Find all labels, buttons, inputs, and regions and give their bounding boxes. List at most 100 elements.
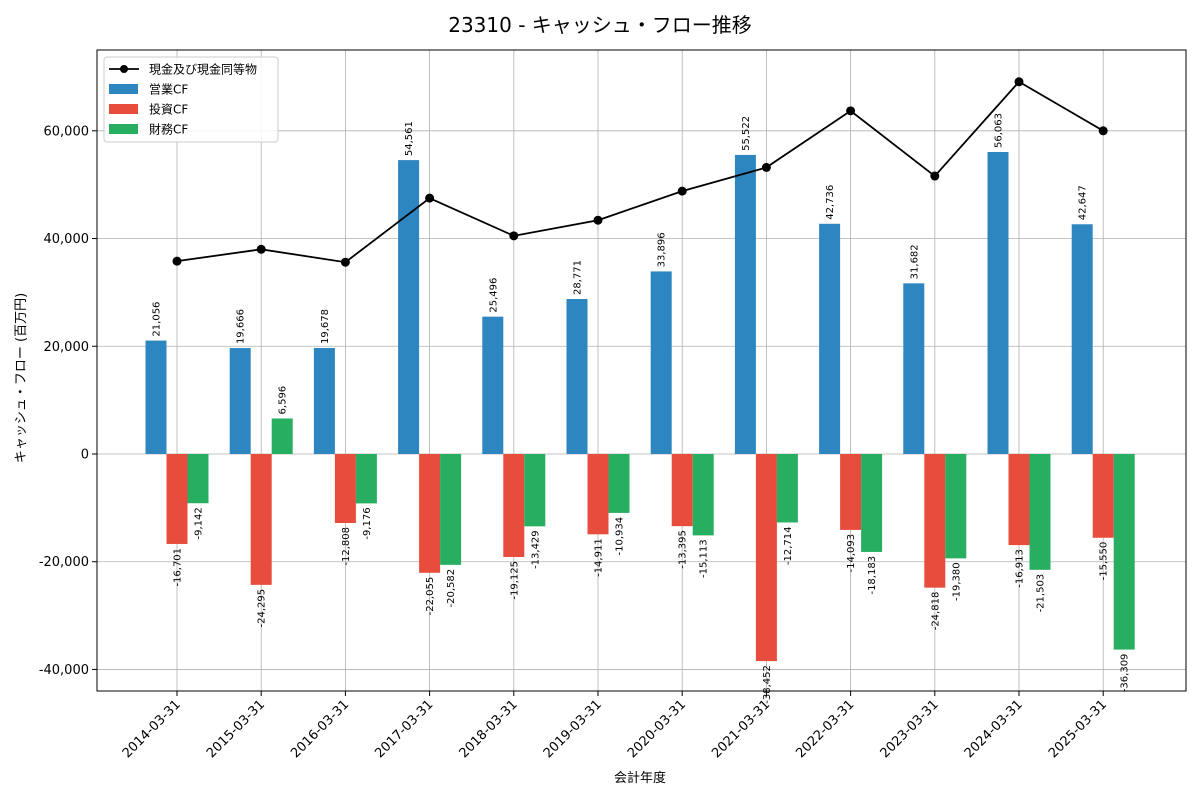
cash-line-point (846, 106, 856, 116)
bar-2-7 (776, 453, 798, 523)
bar-value-label: 42,736 (825, 185, 836, 220)
cash-line-point (593, 215, 603, 225)
bar-value-label: -15,550 (1099, 542, 1110, 581)
bar-value-label: 31,682 (909, 244, 920, 279)
bar-1-6 (671, 453, 693, 527)
bar-0-0 (145, 340, 167, 454)
bars (145, 152, 1135, 662)
bar-2-9 (945, 453, 967, 559)
cash-line-path (176, 80, 1104, 264)
bar-0-10 (987, 152, 1009, 454)
bar-value-label: 6,596 (278, 386, 289, 415)
bar-0-8 (819, 223, 841, 454)
cash-line-point (761, 162, 771, 172)
bar-1-4 (503, 453, 525, 558)
y-tick-label: 0 (81, 447, 89, 462)
bar-0-2 (313, 347, 335, 454)
bar-1-10 (1008, 453, 1030, 546)
bar-2-3 (440, 453, 462, 565)
bar-2-1 (271, 418, 293, 454)
bar-value-label: -22,055 (425, 577, 436, 616)
bar-value-label: -10,934 (615, 517, 626, 556)
bar-value-label: -9,142 (194, 507, 205, 539)
bar-0-11 (1071, 224, 1093, 454)
bar-value-label: -21,503 (1036, 574, 1047, 613)
legend-bar-swatch (109, 84, 138, 94)
bar-2-0 (187, 453, 209, 504)
cash-line-point (256, 244, 266, 254)
bar-value-label: 19,666 (236, 309, 247, 344)
bar-value-label: -19,380 (951, 562, 962, 601)
bar-value-label: -36,309 (1120, 654, 1131, 693)
cash-line-point (677, 186, 687, 196)
bar-value-label: -38,452 (762, 665, 773, 704)
bar-value-label: -12,808 (341, 527, 352, 566)
bar-1-11 (1092, 453, 1114, 538)
cash-line-point (930, 171, 940, 181)
bar-0-6 (650, 271, 672, 454)
bar-0-5 (566, 299, 588, 454)
legend-label: 営業CF (149, 83, 188, 97)
bar-1-9 (924, 453, 946, 588)
legend-label: 財務CF (149, 122, 188, 137)
bar-value-label: -24,295 (257, 589, 268, 628)
bar-value-label: -20,582 (446, 569, 457, 608)
bar-value-label: 19,678 (320, 309, 331, 344)
bar-value-label: 42,647 (1078, 185, 1089, 220)
bar-2-11 (1113, 453, 1135, 650)
bar-value-label: -18,183 (867, 556, 878, 595)
legend-bar-swatch (109, 104, 138, 114)
bar-value-label: 33,896 (657, 232, 668, 267)
bar-value-label: -12,714 (783, 526, 794, 565)
bar-0-9 (903, 283, 925, 454)
bar-1-2 (334, 453, 356, 523)
bar-1-0 (166, 453, 188, 544)
bar-value-label: 55,522 (741, 116, 752, 151)
bar-2-10 (1029, 453, 1051, 570)
y-tick-label: -40,000 (39, 663, 89, 678)
bar-value-label: -14,911 (594, 538, 605, 577)
legend-box (103, 56, 279, 143)
legend-bar-swatch (109, 124, 138, 134)
bar-1-5 (587, 453, 609, 535)
bar-value-label: -14,093 (846, 534, 857, 573)
bar-2-8 (861, 453, 883, 552)
bar-value-label: -13,395 (678, 530, 689, 569)
legend-line-marker (120, 65, 128, 73)
bar-2-4 (524, 453, 546, 527)
bar-value-label: -24,818 (930, 592, 941, 631)
cash-line-point (509, 231, 519, 241)
y-tick-label: 40,000 (44, 232, 90, 247)
y-tick-label: -20,000 (39, 555, 89, 570)
bar-value-label: -9,176 (362, 507, 373, 539)
bar-value-label: -19,125 (509, 561, 520, 600)
bar-value-label: 28,771 (573, 260, 584, 295)
legend-label: 現金及び現金同等物 (149, 62, 257, 77)
bar-value-label: 56,063 (994, 113, 1005, 148)
bar-value-label: -13,429 (530, 530, 541, 569)
bar-value-label: -16,913 (1015, 549, 1026, 588)
legend-label: 投資CF (149, 102, 188, 117)
bar-2-5 (608, 453, 630, 513)
y-axis-title: キャッシュ・フロー (百万円) (14, 293, 29, 463)
bar-1-7 (755, 453, 777, 662)
cash-line-point (340, 257, 350, 267)
bar-0-3 (398, 160, 420, 454)
cash-line-point (1098, 126, 1108, 136)
x-axis-title: 会計年度 (614, 770, 666, 786)
bar-0-1 (229, 348, 251, 454)
bar-value-label: 25,496 (488, 278, 499, 313)
data-labels: 21,056 19,666 19,678 54,561 25,496 28,771 33,8… (152, 113, 1131, 704)
bar-0-7 (734, 154, 756, 454)
cash-line-point (425, 193, 435, 203)
plot-frame (96, 49, 1187, 692)
bar-1-1 (250, 453, 272, 585)
chart-title: 23310 - キャッシュ・フロー推移 (448, 13, 752, 37)
y-tick-label: 60,000 (44, 124, 90, 139)
y-axis: -40,000 -20,000 0 20,000 40,000 60,000 (39, 124, 97, 678)
y-tick-label: 20,000 (44, 340, 90, 355)
cash-line-point (1014, 77, 1024, 87)
bar-0-4 (482, 316, 504, 454)
